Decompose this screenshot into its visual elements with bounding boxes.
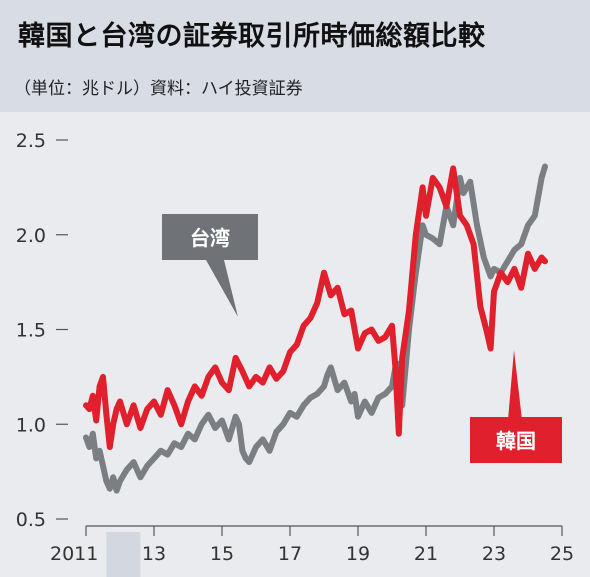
taiwan-callout: 台湾 [162, 214, 258, 317]
chart-title: 韓国と台湾の証券取引所時価総額比較 [18, 21, 486, 52]
x-axis-highlight [106, 532, 141, 577]
x-tick-label: 15 [210, 543, 234, 565]
y-tick-label: 0.5 [16, 509, 46, 531]
x-tick-label: 13 [142, 543, 166, 565]
korea-line [83, 165, 548, 450]
y-tick-label: 2.0 [16, 225, 46, 247]
korea-callout-pointer [508, 350, 522, 420]
series-layer [83, 163, 548, 494]
chart-subtitle: （単位：兆ドル）資料：ハイ投資証券 [14, 79, 303, 99]
y-tick-label: 1.5 [16, 320, 46, 342]
y-tick-label: 2.5 [16, 130, 46, 152]
x-tick-label: 21 [414, 543, 438, 565]
korea-callout-label: 韓国 [496, 429, 536, 453]
y-tick-label: 1.0 [16, 414, 46, 436]
x-tick-label: 17 [278, 543, 302, 565]
taiwan-callout-label: 台湾 [190, 226, 230, 250]
y-axis: 0.5 1.0 1.5 2.0 2.5 [16, 130, 68, 531]
x-tick-label: 19 [346, 543, 370, 565]
korea-callout: 韓国 [470, 350, 562, 463]
chart-header: 韓国と台湾の証券取引所時価総額比較 （単位：兆ドル）資料：ハイ投資証券 [0, 0, 590, 112]
x-tick-label: 23 [482, 543, 506, 565]
taiwan-line [83, 163, 548, 494]
x-tick-label: 25 [550, 543, 574, 565]
taiwan-callout-box [162, 214, 258, 260]
x-axis: 2011 13 15 17 19 21 23 25 [50, 525, 574, 565]
taiwan-callout-pointer [206, 260, 238, 317]
x-tick-label: 2011 [50, 543, 98, 565]
korea-callout-box [470, 417, 562, 463]
